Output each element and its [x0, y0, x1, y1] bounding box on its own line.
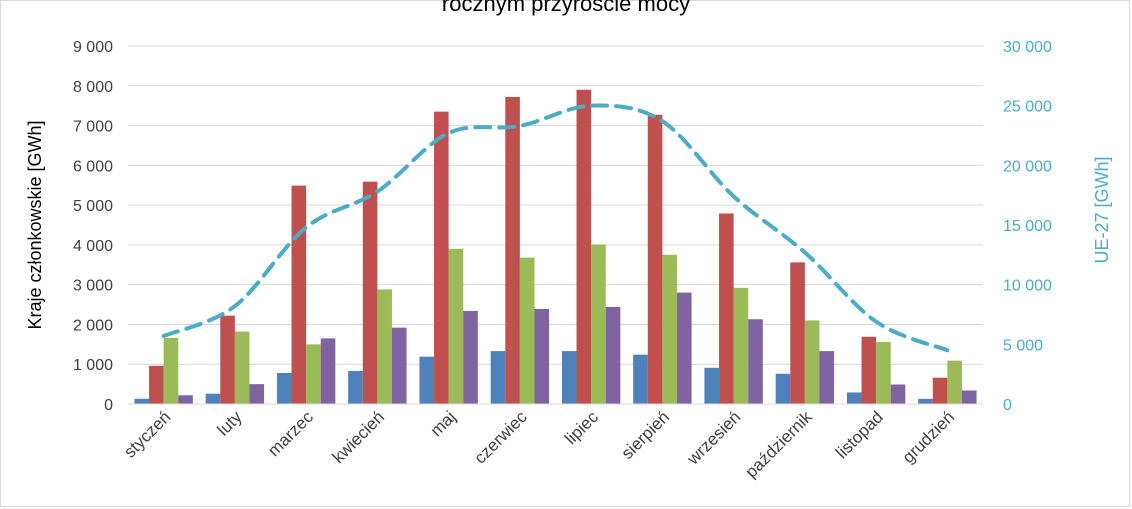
bar — [561, 351, 577, 404]
bar — [790, 262, 805, 404]
bar — [391, 327, 407, 404]
x-tick-label: listopad — [832, 407, 887, 462]
y-axis-label: Kraje członkowskie [GWh] — [25, 120, 45, 329]
x-tick-label: czerwiec — [471, 407, 532, 468]
y-tick-label: 4 000 — [73, 238, 113, 255]
bar — [276, 372, 292, 404]
y-tick-label: 0 — [104, 397, 113, 414]
x-tick-label: luty — [214, 407, 246, 439]
bar — [890, 384, 906, 404]
x-tick-label: styczeń — [120, 407, 174, 461]
bar — [534, 308, 550, 404]
bar — [918, 398, 933, 404]
y-tick-label: 8 000 — [73, 79, 113, 96]
bar — [947, 360, 962, 404]
x-tick-label: kwiecień — [329, 407, 389, 467]
bar — [419, 356, 435, 404]
bars — [134, 89, 977, 404]
y2-tick-label: 10 000 — [1003, 278, 1052, 295]
bar — [490, 351, 506, 404]
gridlines — [128, 45, 983, 365]
bar — [320, 338, 336, 404]
line-series — [161, 103, 950, 353]
bar — [463, 310, 478, 404]
y2-tick-label: 25 000 — [1003, 99, 1052, 116]
bar — [377, 289, 392, 404]
bar — [961, 390, 977, 404]
x-tick-label: maj — [427, 407, 460, 440]
y-tick-label: 3 000 — [73, 278, 113, 295]
bar — [846, 392, 862, 404]
y-tick-label: 1 000 — [73, 357, 113, 374]
x-tick-label: marzec — [264, 407, 317, 460]
line-series-path — [161, 103, 950, 353]
bar — [733, 287, 749, 404]
y2-tick-label: 15 000 — [1003, 218, 1052, 235]
bar — [306, 344, 321, 404]
bar — [804, 320, 820, 404]
chart-title: rocznym przyroście mocy — [442, 0, 690, 16]
bar — [362, 181, 378, 404]
bar — [819, 351, 835, 404]
bar — [662, 254, 677, 404]
bar — [676, 292, 692, 404]
bar — [576, 89, 592, 404]
bar — [719, 213, 734, 404]
y-tick-label: 9 000 — [73, 39, 113, 56]
y2-tick-label: 20 000 — [1003, 158, 1052, 175]
bar — [220, 315, 235, 404]
y-tick-label: 6 000 — [73, 158, 113, 175]
bar — [505, 96, 520, 404]
bar — [134, 398, 150, 404]
x-tick-label: grudzień — [899, 407, 959, 467]
bar — [605, 306, 621, 404]
bar — [348, 370, 363, 404]
bar — [434, 111, 449, 404]
bar — [519, 257, 535, 404]
bar — [633, 354, 648, 404]
bar — [876, 341, 891, 404]
bar — [932, 377, 948, 404]
x-tick-label: lipiec — [561, 407, 602, 448]
bar — [163, 337, 179, 404]
bar — [448, 248, 464, 404]
y-tick-label: 7 000 — [73, 119, 113, 136]
bar — [591, 244, 606, 404]
x-tick-label: wrzesień — [683, 407, 745, 469]
y2-axis-label: UE-27 [GWh] — [1092, 156, 1112, 263]
x-tick-label: sierpień — [618, 407, 674, 463]
bar — [205, 393, 221, 404]
bar — [861, 336, 877, 404]
bar — [249, 384, 265, 404]
bar — [748, 319, 763, 404]
bar — [149, 365, 164, 404]
y-tick-label: 2 000 — [73, 317, 113, 334]
y2-tick-label: 5 000 — [1003, 337, 1043, 354]
axes: 0 1 000 2 000 3 000 4 000 5 000 6 000 7 000 8 00… — [73, 39, 1052, 482]
bar — [178, 395, 193, 404]
bar — [775, 373, 791, 404]
bar — [291, 185, 307, 404]
y-tick-label: 5 000 — [73, 198, 113, 215]
y2-tick-label: 0 — [1003, 397, 1012, 414]
bar — [704, 367, 720, 404]
y2-tick-label: 30 000 — [1003, 39, 1052, 56]
bar — [234, 331, 250, 404]
bar — [647, 114, 663, 404]
x-tick-label: październik — [741, 407, 816, 482]
